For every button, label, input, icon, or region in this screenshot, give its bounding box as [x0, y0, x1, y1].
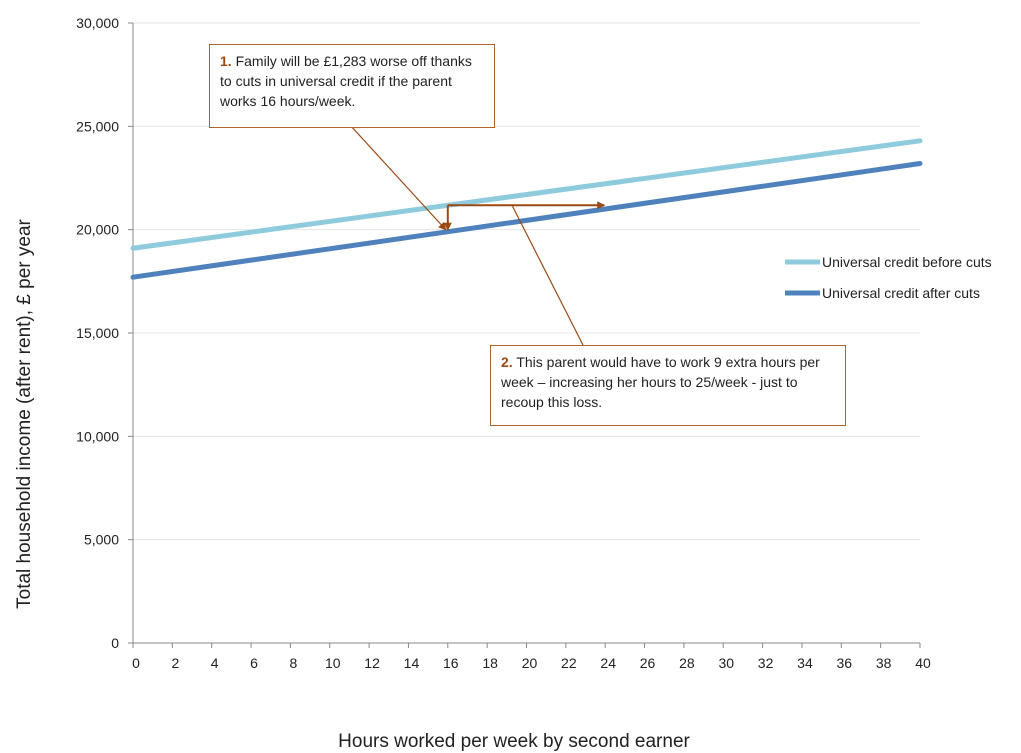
x-tick-label: 32 — [758, 655, 774, 671]
series-layer — [130, 138, 923, 280]
y-tick-label: 5,000 — [84, 532, 119, 548]
x-tick-label: 22 — [561, 655, 577, 671]
x-tick-label: 28 — [679, 655, 695, 671]
x-tick-label: 30 — [718, 655, 734, 671]
x-axis-title: Hours worked per week by second earner — [338, 731, 690, 752]
x-tick-label: 18 — [482, 655, 498, 671]
series-line-2 — [130, 161, 923, 280]
annotation-1-number: 1. — [220, 53, 232, 69]
x-tick-label: 2 — [171, 655, 179, 671]
y-tick-label: 20,000 — [76, 222, 119, 238]
x-tick-label: 6 — [250, 655, 258, 671]
annotation-1-arrow — [349, 124, 447, 231]
x-tick-label: 24 — [600, 655, 616, 671]
x-tick-label: 4 — [211, 655, 219, 671]
annotation-1-text: Family will be £1,283 worse off thanks t… — [220, 53, 472, 109]
legend-label-2: Universal credit after cuts — [822, 285, 980, 301]
y-tick-label: 10,000 — [76, 428, 119, 444]
x-tick-label: 40 — [915, 655, 931, 671]
y-tick-label: 0 — [111, 635, 119, 651]
legend-label-1: Universal credit before cuts — [822, 254, 992, 270]
x-tick-label: 8 — [290, 655, 298, 671]
x-tick-label: 0 — [132, 655, 140, 671]
x-tick-label: 10 — [325, 655, 341, 671]
x-tick-label: 14 — [404, 655, 420, 671]
annotation-arrows — [349, 124, 606, 346]
annotation-2-number: 2. — [501, 354, 513, 370]
x-tick-label: 26 — [640, 655, 656, 671]
y-axis-title: Total household income (after rent), £ p… — [14, 218, 35, 608]
y-tick-label: 15,000 — [76, 325, 119, 341]
annotation-2: 2. This parent would have to work 9 extr… — [490, 345, 846, 426]
x-tick-label: 12 — [364, 655, 380, 671]
x-tick-label: 36 — [837, 655, 853, 671]
y-tick-label: 25,000 — [76, 118, 119, 134]
annotation-1: 1. Family will be £1,283 worse off thank… — [209, 44, 495, 128]
x-tick-label: 20 — [522, 655, 538, 671]
x-tick-label: 38 — [876, 655, 892, 671]
series-line-1 — [130, 138, 923, 251]
annotation-2-text: This parent would have to work 9 extra h… — [501, 354, 820, 410]
y-tick-label: 30,000 — [76, 15, 119, 31]
x-tick-label: 16 — [443, 655, 459, 671]
x-tick-label: 34 — [797, 655, 813, 671]
legend: Universal credit before cuts Universal cr… — [785, 254, 992, 301]
annotation-2-connector — [511, 205, 584, 346]
